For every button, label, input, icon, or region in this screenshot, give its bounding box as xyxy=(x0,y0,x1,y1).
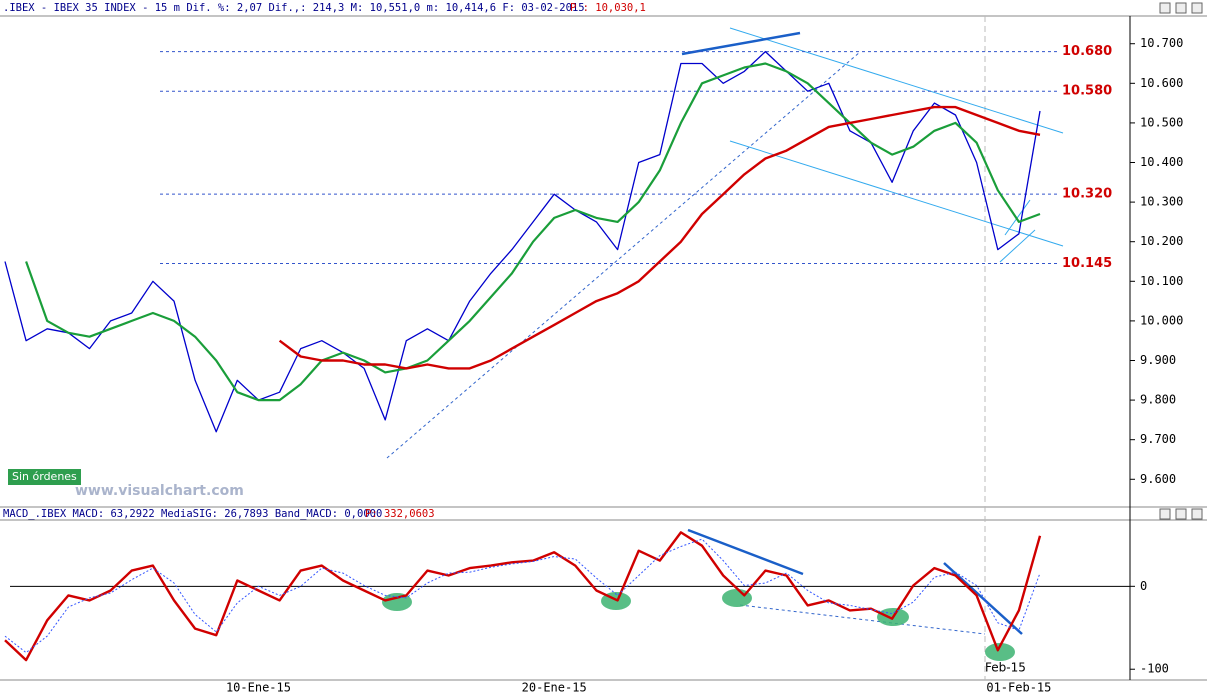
y-tick-label: 10.300 xyxy=(1140,195,1183,209)
header-bar xyxy=(0,0,1207,16)
y-tick-label: 9.900 xyxy=(1140,353,1176,367)
chart-subtitle: P : 10,030,1 xyxy=(570,2,646,14)
y-tick-label: 10.200 xyxy=(1140,234,1183,248)
level-label: 10.320 xyxy=(1062,187,1112,202)
y-tick-label: 10.500 xyxy=(1140,115,1183,129)
trendlines xyxy=(681,31,1023,635)
highlight-ellipses xyxy=(382,589,1015,661)
y-tick-label: 0 xyxy=(1140,579,1147,593)
series-line xyxy=(278,105,1041,370)
series-line xyxy=(4,531,1042,662)
x-tick-label: 20-Ene-15 xyxy=(522,681,587,695)
window-buttons[interactable] xyxy=(1159,2,1203,520)
x-tick-label: 01-Feb-15 xyxy=(986,681,1051,695)
y-tick-label: 10.000 xyxy=(1140,313,1183,327)
chart-title: .IBEX - IBEX 35 INDEX - 15 m Dif. %: 2,0… xyxy=(3,2,585,14)
y-tick-label: 9.600 xyxy=(1140,472,1176,486)
y-tick-label: 9.800 xyxy=(1140,393,1176,407)
x-tick-label: 10-Ene-15 xyxy=(226,681,291,695)
level-label: 10.145 xyxy=(1062,256,1112,271)
level-label: 10.680 xyxy=(1062,44,1112,59)
orders-button-label[interactable]: Sin órdenes xyxy=(12,470,77,483)
series-line xyxy=(4,538,1041,654)
y-tick-label: 9.700 xyxy=(1140,432,1176,446)
annotation: Feb-15 xyxy=(985,661,1026,675)
series-line xyxy=(25,62,1041,402)
y-tick-label: 10.600 xyxy=(1140,76,1183,90)
trendlines xyxy=(386,27,1064,459)
chart-title: MACD_.IBEX MACD: 63,2922 MediaSIG: 26,78… xyxy=(3,508,382,520)
orders-button[interactable] xyxy=(8,469,81,485)
y-tick-label: 10.100 xyxy=(1140,274,1183,288)
level-label: 10.580 xyxy=(1062,84,1112,99)
y-tick-label: 10.400 xyxy=(1140,155,1183,169)
chart-subtitle: P: 332,0603 xyxy=(365,508,435,520)
y-tick-label: 10.700 xyxy=(1140,36,1183,50)
series-line xyxy=(4,50,1041,433)
y-tick-label: -100 xyxy=(1140,662,1169,676)
watermark: www.visualchart.com xyxy=(75,483,244,499)
